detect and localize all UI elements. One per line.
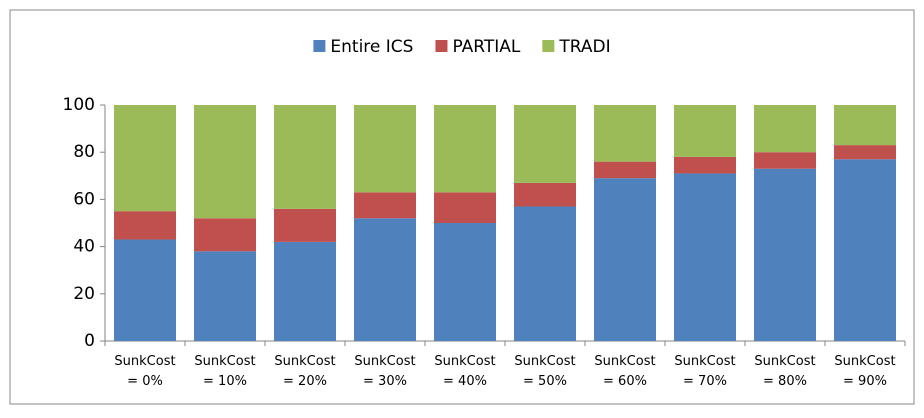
bar-segment — [754, 152, 816, 169]
y-tick-label: 40 — [73, 237, 95, 257]
y-tick-label: 20 — [73, 284, 95, 304]
bar-segment — [674, 105, 736, 157]
x-tick-label: SunkCost = 50% — [514, 354, 575, 389]
bar-segment — [114, 239, 176, 341]
bar-segment — [194, 218, 256, 252]
bar-segment — [274, 241, 336, 341]
bar-segment — [754, 105, 816, 153]
bar-segment — [514, 105, 576, 183]
bar-segment — [594, 178, 656, 341]
bar-segment — [354, 192, 416, 219]
legend-swatch — [542, 40, 555, 52]
bar-segment — [594, 105, 656, 162]
bar-segment — [674, 173, 736, 341]
bar-segment — [354, 105, 416, 193]
bar-segment — [434, 105, 496, 193]
bar-segment — [754, 168, 816, 341]
x-tick-label: SunkCost = 90% — [834, 354, 895, 389]
x-tick-label: SunkCost = 80% — [754, 354, 815, 389]
bar-segment — [434, 223, 496, 341]
x-tick-label: SunkCost = 60% — [594, 354, 655, 389]
y-tick-label: 60 — [73, 189, 95, 209]
x-tick-label: SunkCost = 0% — [114, 354, 175, 389]
legend-swatch — [435, 40, 448, 52]
legend-label: PARTIAL — [452, 37, 520, 57]
y-tick-label: 0 — [84, 331, 95, 351]
bar-segment — [514, 182, 576, 207]
legend-label: TRADI — [558, 37, 610, 57]
bar-segment — [834, 105, 896, 146]
bar-segment — [434, 192, 496, 223]
legend-label: Entire ICS — [330, 37, 413, 57]
x-tick-label: SunkCost = 20% — [274, 354, 335, 389]
x-tick-label: SunkCost = 40% — [434, 354, 495, 389]
legend: Entire ICS PARTIAL TRADI — [313, 37, 611, 57]
y-tick-label: 100 — [63, 95, 95, 115]
x-tick-label: SunkCost = 10% — [194, 354, 255, 389]
bar-segment — [834, 159, 896, 341]
bar-segment — [514, 206, 576, 341]
bar-segment — [194, 105, 256, 219]
x-tick-label: SunkCost = 30% — [354, 354, 415, 389]
bar-segment — [114, 105, 176, 212]
bar-segment — [194, 251, 256, 341]
bar-segment — [274, 105, 336, 209]
bar-segment — [354, 218, 416, 341]
x-tick-label: SunkCost = 70% — [674, 354, 735, 389]
bar-segment — [274, 208, 336, 242]
bar-segment — [594, 161, 656, 179]
legend-swatch — [313, 40, 326, 52]
bar-segment — [834, 145, 896, 160]
y-tick-label: 80 — [73, 142, 95, 162]
bar-segment — [674, 156, 736, 174]
bar-segment — [114, 211, 176, 240]
